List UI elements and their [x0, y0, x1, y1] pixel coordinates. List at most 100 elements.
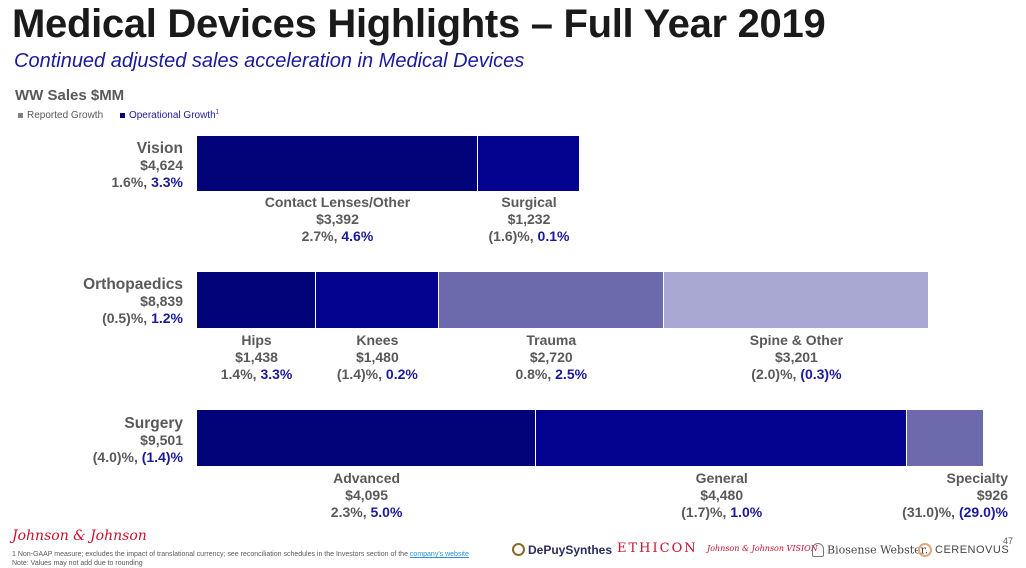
segment-growth: 1.4%, 3.3%: [147, 366, 367, 383]
segment-label-advanced: Advanced $4,095 2.3%, 5.0%: [257, 470, 477, 521]
category-sales: $9,501: [140, 432, 183, 448]
segment-name: Specialty: [946, 470, 1008, 486]
segment-name: General: [695, 470, 748, 486]
cerenovus-emblem-icon: [918, 542, 932, 557]
segment-label-surgical: Surgical $1,232 (1.6)%, 0.1%: [419, 194, 639, 245]
segment-name: Knees: [356, 332, 399, 348]
bar-segment-general: [536, 410, 908, 466]
johnson-and-johnson-logo: Johnson & Johnson: [12, 528, 147, 544]
category-reported-growth: 1.6%,: [111, 174, 152, 190]
footnote-1: 1 Non-GAAP measure; excludes the impact …: [12, 550, 469, 559]
footnotes: 1 Non-GAAP measure; excludes the impact …: [12, 550, 469, 568]
depuy-synthes-logo: DePuySynthes: [512, 541, 612, 559]
footnote-1-text: 1 Non-GAAP measure; excludes the impact …: [12, 551, 410, 558]
segment-name: Advanced: [333, 470, 401, 486]
legend-item-reported: Reported Growth: [18, 110, 103, 121]
segment-sales: $4,480: [700, 487, 744, 503]
ethicon-logo: ETHICON: [617, 541, 698, 556]
segment-reported-growth: 2.7%,: [301, 228, 342, 244]
segment-growth: (31.0)%, (29.0)%: [788, 504, 1008, 521]
segment-sales: $4,095: [345, 487, 388, 503]
segment-reported-growth: (1.6)%,: [488, 228, 538, 244]
segment-growth: (2.0)%, (0.3)%: [686, 366, 906, 383]
segment-sales: $2,720: [529, 349, 573, 365]
depuy-synthes-wordmark: DePuySynthes: [528, 542, 613, 557]
segment-label-general: General $4,480 (1.7)%, 1.0%: [612, 470, 832, 521]
bar-segment-hips: [197, 272, 317, 328]
segment-growth: 0.8%, 2.5%: [441, 366, 661, 383]
category-sales: $8,839: [140, 293, 183, 309]
segment-sales: $3,201: [775, 349, 818, 365]
page-subtitle: Continued adjusted sales acceleration in…: [14, 50, 525, 72]
footnote-2: Note: Values may not add due to rounding: [12, 560, 143, 567]
bar-segment-surgical: [477, 136, 580, 191]
segment-label-spine-other: Spine & Other $3,201 (2.0)%, (0.3)%: [686, 332, 906, 383]
segment-name: Spine & Other: [749, 332, 844, 348]
category-label-surgery: Surgery $9,501 (4.0)%, (1.4)%: [93, 415, 183, 466]
segment-growth: (1.7)%, 1.0%: [612, 504, 832, 521]
legend-item-operational: Operational Growth1: [119, 110, 219, 122]
segment-reported-growth: (2.0)%,: [751, 366, 801, 382]
segment-operational-growth: (29.0)%: [958, 504, 1008, 520]
legend-footnote-mark: 1: [215, 110, 219, 116]
segment-sales: $1,438: [235, 349, 278, 365]
segment-reported-growth: (31.0)%,: [902, 504, 959, 520]
segment-reported-growth: 1.4%,: [220, 366, 261, 382]
segment-label-specialty: Specialty $926 (31.0)%, (29.0)%: [788, 470, 1008, 521]
category-operational-growth: 1.2%: [151, 310, 183, 326]
segment-name: Trauma: [526, 332, 577, 348]
category-name: Vision: [136, 140, 183, 157]
category-growth: (0.5)%, 1.2%: [83, 310, 183, 327]
depuy-synthes-emblem-icon: [512, 543, 525, 557]
section-label: WW Sales $MM: [15, 87, 125, 104]
category-operational-growth: (1.4)%: [141, 449, 183, 465]
segment-label-hips: Hips $1,438 1.4%, 3.3%: [147, 332, 367, 383]
segment-name: Surgical: [501, 194, 557, 210]
category-name: Surgery: [124, 415, 183, 432]
page-number: 47: [1003, 536, 1014, 546]
bar-segment-trauma: [438, 272, 664, 328]
category-name: Orthopaedics: [83, 276, 183, 293]
biosense-wordmark: Biosense Webster.: [827, 543, 929, 557]
segment-label-contact-lenses-other: Contact Lenses/Other $3,392 2.7%, 4.6%: [227, 194, 447, 245]
bar-segment-contact-lenses-other: [197, 136, 478, 191]
segment-operational-growth: 0.2%: [385, 366, 418, 382]
category-label-orthopaedics: Orthopaedics $8,839 (0.5)%, 1.2%: [83, 276, 183, 327]
category-sales: $4,624: [140, 157, 183, 173]
category-operational-growth: 3.3%: [151, 174, 183, 190]
legend-swatch-reported: [18, 113, 23, 119]
legend-swatch-operational: [119, 113, 125, 119]
bar-segment-spine-other: [663, 272, 929, 328]
category-growth: (4.0)%, (1.4)%: [93, 449, 183, 466]
segment-operational-growth: 4.6%: [341, 228, 374, 244]
category-reported-growth: (4.0)%,: [92, 449, 142, 465]
category-growth: 1.6%, 3.3%: [111, 174, 183, 191]
page-title: Medical Devices Highlights – Full Year 2…: [12, 2, 826, 46]
segment-operational-growth: 1.0%: [730, 504, 763, 520]
segment-reported-growth: 0.8%,: [515, 366, 556, 382]
segment-operational-growth: 3.3%: [260, 366, 293, 382]
segment-growth: (1.4)%, 0.2%: [267, 366, 487, 383]
segment-operational-growth: 0.1%: [537, 228, 570, 244]
segment-operational-growth: (0.3)%: [800, 366, 842, 382]
segment-reported-growth: (1.7)%,: [681, 504, 731, 520]
category-reported-growth: (0.5)%,: [102, 310, 152, 326]
segment-sales: $1,480: [355, 349, 399, 365]
segment-operational-growth: 5.0%: [370, 504, 403, 520]
segment-label-knees: Knees $1,480 (1.4)%, 0.2%: [267, 332, 487, 383]
category-label-vision: Vision $4,624 1.6%, 3.3%: [111, 140, 183, 191]
legend-label-reported: Reported Growth: [27, 110, 104, 122]
bar-segment-knees: [316, 272, 439, 328]
legend: Reported Growth Operational Growth1: [18, 110, 233, 121]
segment-operational-growth: 2.5%: [555, 366, 588, 382]
cerenovus-logo: CERENOVUS: [918, 541, 1009, 559]
company-website-link[interactable]: company's website: [409, 551, 469, 558]
segment-sales: $3,392: [316, 211, 359, 227]
segment-reported-growth: 2.3%,: [330, 504, 371, 520]
segment-growth: 2.3%, 5.0%: [257, 504, 477, 521]
segment-growth: 2.7%, 4.6%: [227, 228, 447, 245]
segment-label-trauma: Trauma $2,720 0.8%, 2.5%: [441, 332, 661, 383]
segment-growth: (1.6)%, 0.1%: [419, 228, 639, 245]
biosense-webster-logo: Biosense Webster.: [812, 541, 928, 559]
legend-label-operational: Operational Growth: [128, 110, 216, 122]
